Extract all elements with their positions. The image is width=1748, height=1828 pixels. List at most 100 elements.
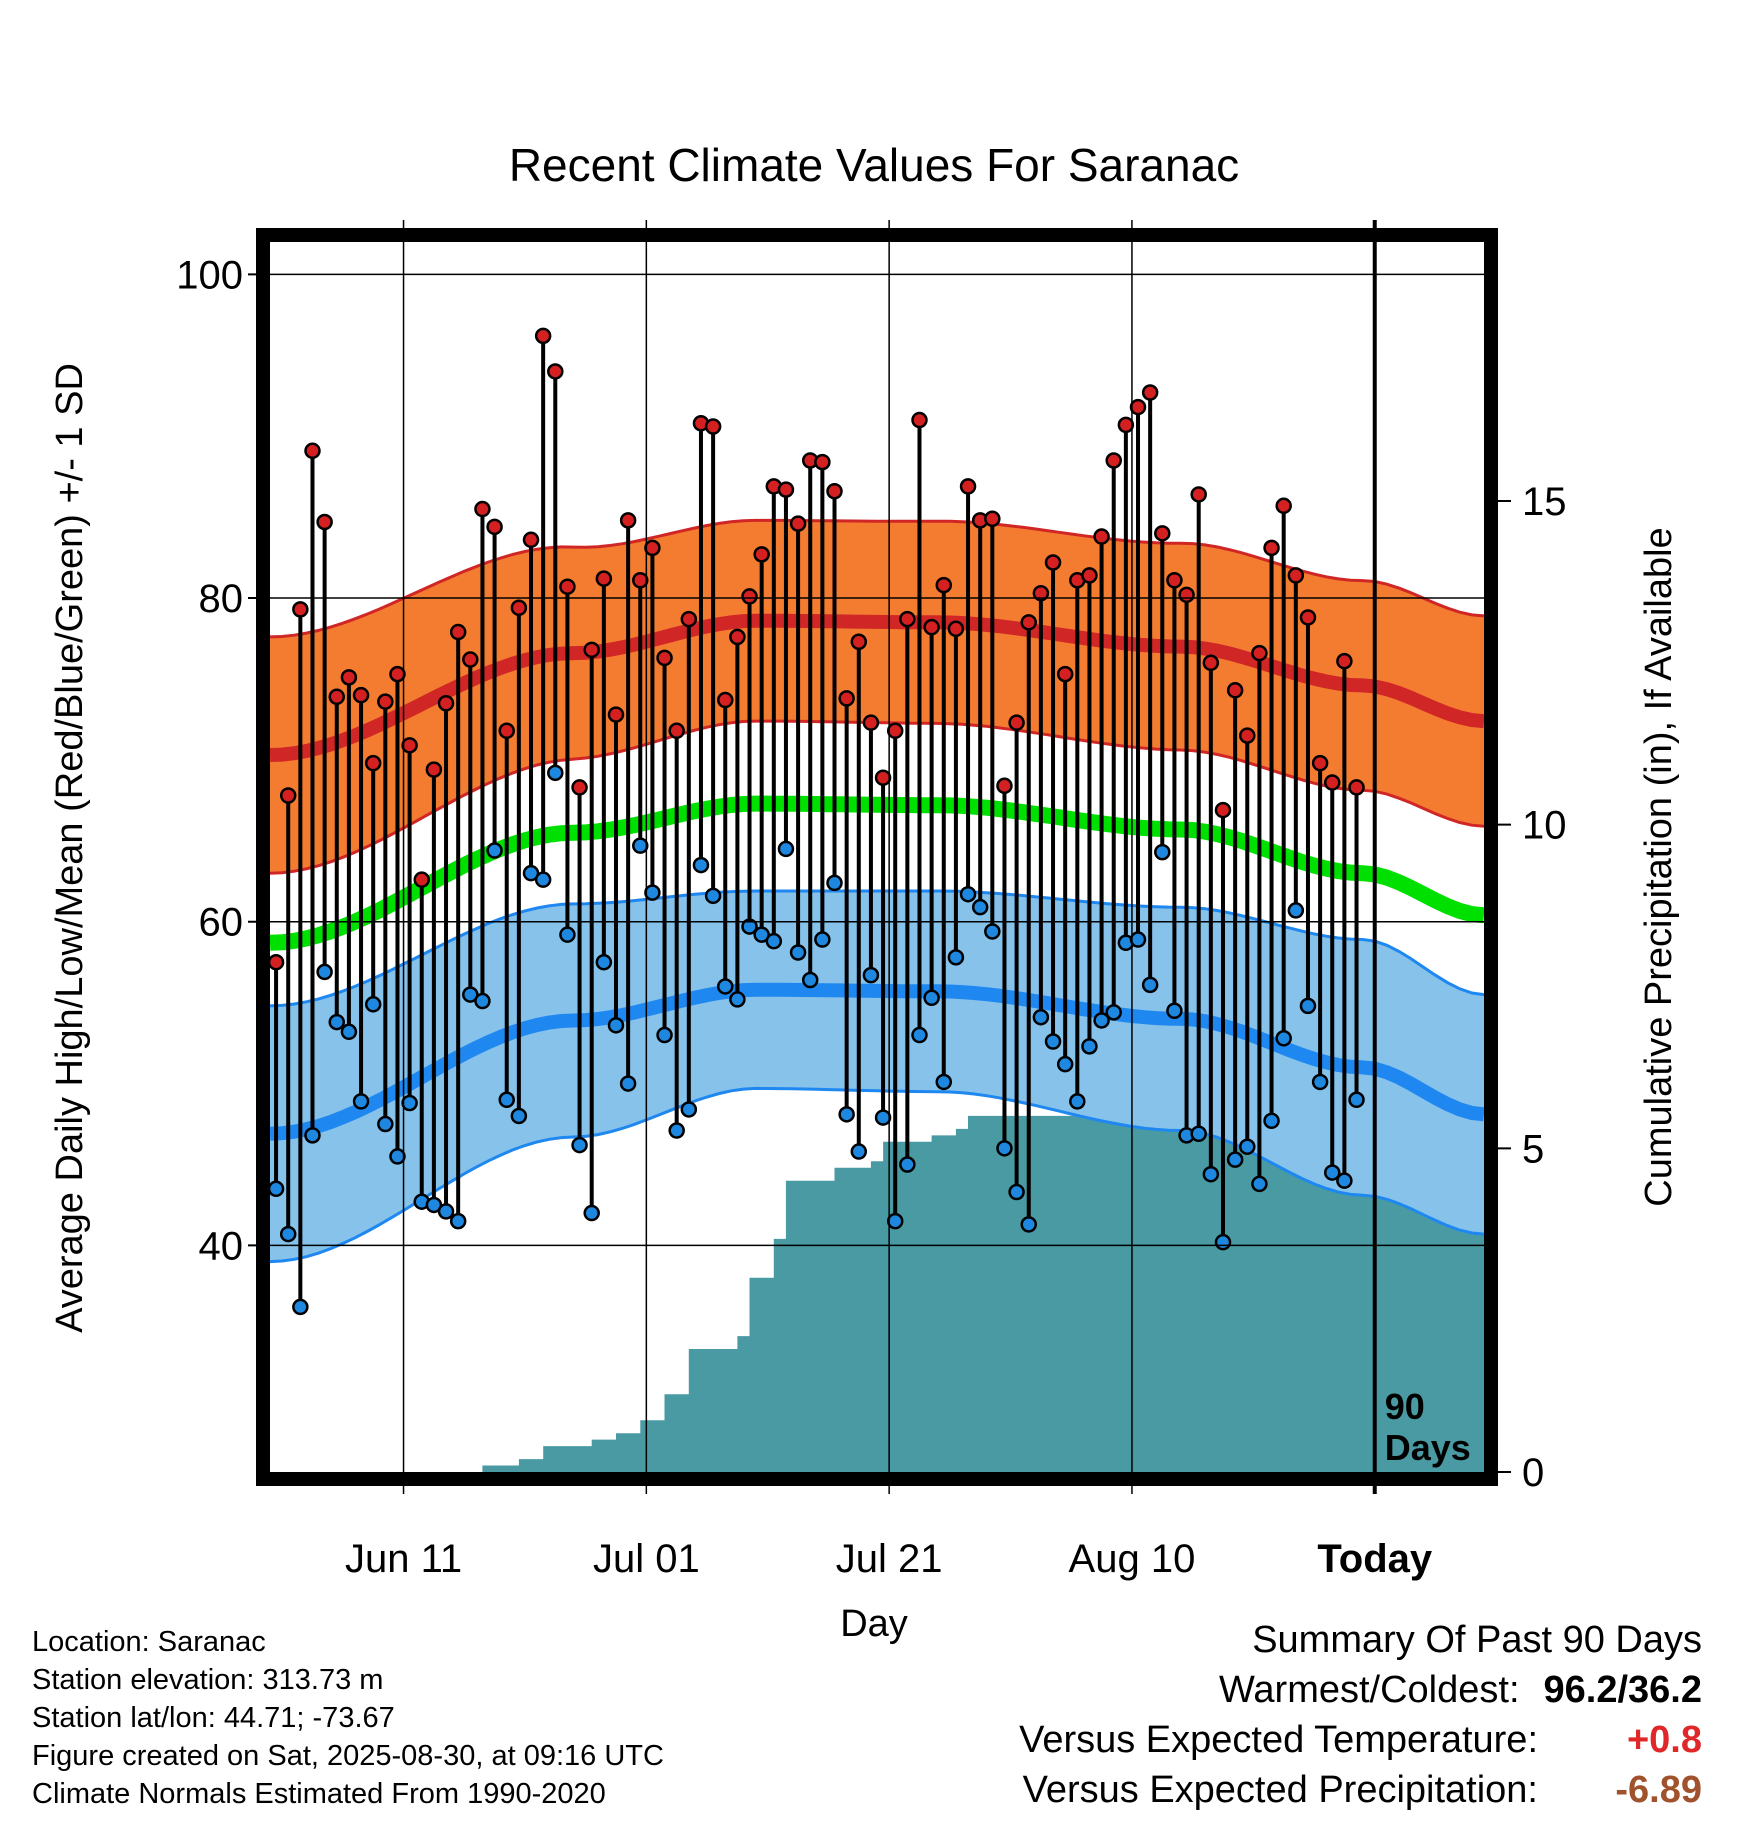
y2-tick-label: 15 <box>1522 480 1567 524</box>
daily-low-marker <box>1081 1038 1098 1055</box>
daily-high-marker <box>1129 398 1147 416</box>
daily-low-marker <box>1190 1125 1207 1142</box>
daily-low-marker <box>704 887 722 905</box>
window-label-unit: Days <box>1385 1427 1471 1468</box>
high-sd-band <box>270 520 1484 874</box>
daily-high-marker <box>607 706 625 723</box>
daily-high-marker <box>753 546 770 563</box>
daily-low-marker <box>996 1140 1013 1157</box>
daily-low-marker <box>1239 1138 1256 1155</box>
daily-high-marker <box>1311 754 1329 772</box>
daily-low-marker <box>862 966 880 984</box>
x-tick-label: Today <box>1317 1537 1433 1581</box>
daily-low-marker <box>304 1127 321 1144</box>
daily-high-marker <box>656 649 673 667</box>
daily-low-marker <box>984 923 1001 940</box>
daily-low-marker <box>874 1109 892 1126</box>
daily-high-marker <box>377 693 394 710</box>
daily-high-marker <box>1093 528 1110 545</box>
daily-high-marker <box>1032 584 1050 602</box>
daily-high-marker <box>1239 727 1256 744</box>
y2-axis-label: Cumulative Precipitation (in), If Availa… <box>1638 527 1680 1206</box>
daily-high-marker <box>899 610 916 628</box>
daily-high-marker <box>814 453 831 471</box>
daily-high-marker <box>789 515 807 532</box>
daily-low-marker <box>352 1093 370 1110</box>
daily-high-marker <box>1299 609 1317 626</box>
daily-high-marker <box>717 691 734 709</box>
daily-low-marker <box>729 991 746 1008</box>
daily-low-marker <box>1299 997 1317 1015</box>
y-tick-label: 80 <box>199 577 244 621</box>
y2-tick-label: 10 <box>1522 804 1567 848</box>
daily-low-marker <box>789 944 807 961</box>
daily-low-marker <box>425 1196 443 1214</box>
daily-low-marker <box>1214 1233 1232 1251</box>
temp-label: Versus Expected Temperature: <box>1019 1719 1538 1761</box>
daily-low-marker <box>571 1136 588 1154</box>
daily-low-marker <box>717 978 734 995</box>
daily-low-marker <box>947 949 965 966</box>
precip-label: Versus Expected Precipitation: <box>1022 1769 1538 1811</box>
daily-low-marker <box>814 931 831 948</box>
daily-high-marker <box>1190 486 1207 503</box>
daily-high-marker <box>364 754 382 772</box>
daily-low-marker <box>668 1122 685 1139</box>
x-axis-label: Day <box>840 1603 908 1645</box>
daily-high-marker <box>1117 416 1135 434</box>
daily-low-marker <box>340 1023 358 1041</box>
summary-warm-cold: Warmest/Coldest: 96.2/36.2 <box>1019 1665 1702 1715</box>
warm-cold-value: 96.2/36.2 <box>1543 1669 1702 1711</box>
daily-high-marker <box>1081 567 1098 584</box>
daily-high-marker <box>1275 497 1292 515</box>
daily-low-marker <box>1069 1093 1086 1110</box>
normal-mean-line <box>270 795 1484 951</box>
daily-high-marker <box>1214 801 1232 819</box>
daily-low-marker <box>680 1101 698 1118</box>
daily-low-marker <box>389 1148 406 1165</box>
daily-low-marker <box>1336 1172 1353 1189</box>
precip-value: -6.89 <box>1615 1769 1702 1811</box>
daily-low-marker <box>1324 1164 1341 1181</box>
daily-low-marker <box>899 1156 916 1173</box>
daily-low-marker <box>498 1091 515 1109</box>
daily-low-marker <box>1166 1002 1183 1019</box>
daily-low-marker <box>692 856 710 874</box>
daily-low-marker <box>1093 1012 1110 1029</box>
daily-low-marker <box>1311 1073 1329 1091</box>
daily-low-marker <box>632 837 649 854</box>
daily-low-marker <box>1226 1151 1244 1168</box>
low-sd-band <box>270 891 1484 1262</box>
warm-cold-label: Warmest/Coldest: <box>1218 1669 1520 1711</box>
daily-low-marker <box>619 1075 637 1092</box>
daily-high-marker <box>1008 714 1025 731</box>
daily-high-marker <box>947 620 965 638</box>
daily-high-marker <box>923 618 940 636</box>
daily-low-marker <box>850 1143 868 1160</box>
y-tick-label: 60 <box>199 901 244 945</box>
daily-high-marker <box>486 518 503 536</box>
daily-low-marker <box>534 871 552 888</box>
daily-high-marker <box>1336 652 1353 670</box>
daily-high-marker <box>1324 774 1341 791</box>
low-band-upper-edge <box>270 889 1484 1008</box>
daily-low-marker <box>1263 1112 1280 1130</box>
daily-low-marker <box>911 1026 928 1044</box>
daily-low-marker <box>741 918 758 935</box>
y2-tick-label: 0 <box>1522 1451 1544 1495</box>
daily-high-marker <box>559 578 576 595</box>
daily-high-marker <box>874 769 892 786</box>
daily-low-marker <box>316 963 333 981</box>
daily-high-marker <box>498 722 515 740</box>
daily-high-marker <box>510 599 528 617</box>
daily-high-marker <box>886 722 904 740</box>
daily-low-marker <box>644 884 661 901</box>
daily-high-marker <box>534 327 552 345</box>
x-tick-label: Jun 11 <box>345 1537 462 1581</box>
daily-high-marker <box>632 572 649 589</box>
high-band-upper-edge <box>270 518 1484 639</box>
daily-low-marker <box>328 1013 346 1031</box>
summary-header: Summary Of Past 90 Days <box>1252 1619 1702 1661</box>
daily-low-marker <box>437 1203 455 1220</box>
